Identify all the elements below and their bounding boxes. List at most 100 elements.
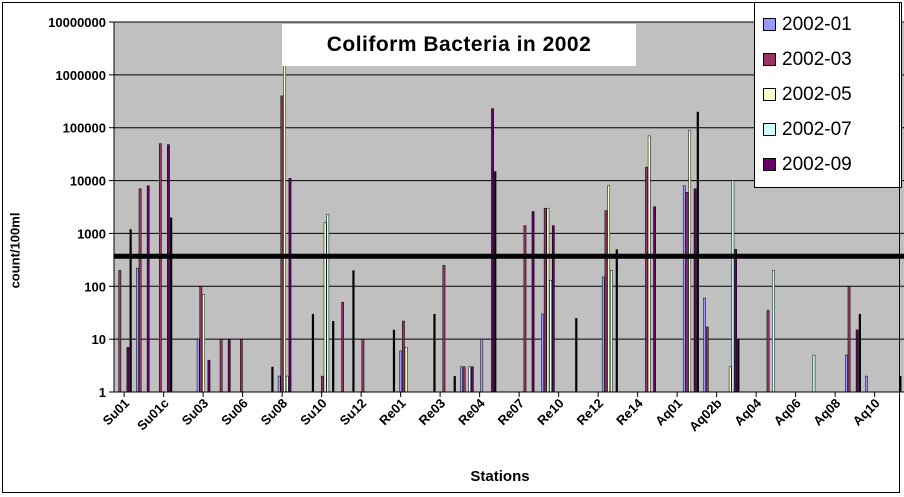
x-tick-label: Aq01: [652, 396, 685, 429]
legend-swatch: [763, 158, 776, 171]
bar-unnamed-Re03: [453, 376, 456, 392]
bar-2002-07-Re12: [610, 270, 613, 393]
x-tick-label: Re03: [416, 396, 449, 429]
y-tick-label: 100: [84, 279, 106, 294]
bar-2002-03-Aq01: [685, 192, 689, 393]
x-tick-label: Re04: [455, 395, 488, 428]
bar-2002-07-Aq02b: [731, 180, 735, 393]
bar-2002-09-Re14: [653, 206, 656, 393]
legend-item: 2002-07: [755, 112, 901, 147]
x-axis-label: Stations: [470, 468, 530, 485]
bar-2002-09-Su01c: [167, 144, 170, 393]
bar-unnamed-Aq10: [899, 376, 902, 392]
bar-2002-09-Aq02b: [734, 249, 737, 393]
bar-2002-05-Re09: [546, 207, 550, 393]
bar-unnamed-Su07: [271, 366, 274, 392]
bar-2002-09-Su01: [126, 347, 130, 393]
bar-2002-03-Su04: [219, 338, 223, 393]
x-tick-label: Su12: [337, 396, 370, 429]
bar-unnamed-Aq01: [696, 111, 699, 392]
bar-unnamed-Su10: [332, 321, 335, 392]
bar-unnamed-Re10: [575, 318, 578, 392]
bar-2002-01-Aq01: [682, 185, 686, 393]
bar-2002-05-Su08: [283, 49, 286, 393]
x-tick-label: Su03: [179, 396, 212, 429]
bar-2002-05-Su10: [323, 222, 327, 393]
legend-label: 2002-09: [782, 153, 852, 175]
y-axis-label: count/100ml: [0, 200, 30, 300]
x-tick-label: Re07: [495, 396, 528, 429]
bar-2002-09-Su04: [227, 338, 231, 393]
bar-2002-09-Su01b: [146, 185, 150, 393]
x-tick-label: Aq10: [850, 396, 883, 429]
bar-2002-03-Aq08: [847, 286, 851, 393]
legend-item: 2002-01: [755, 7, 901, 42]
x-tick-label: Aq06: [771, 396, 804, 429]
bar-2002-03-Aq04: [766, 310, 770, 393]
x-tick-label: Aq08: [810, 396, 843, 429]
bar-2002-03-Aq02: [705, 326, 709, 393]
x-tick-label: Su06: [218, 396, 251, 429]
bar-2002-03-Re03: [442, 265, 446, 393]
bar-2002-01-Aq08: [845, 354, 848, 393]
bar-2002-01-Su03: [196, 338, 200, 393]
bar-2002-07-Aq06: [812, 354, 816, 393]
bar-2002-03-Su11: [341, 301, 344, 393]
bar-2002-09-Re09: [551, 225, 555, 393]
y-tick-label: 1: [99, 385, 106, 400]
y-axis-label-text: count/100ml: [7, 212, 23, 288]
y-tick-label: 1000: [77, 226, 106, 241]
bar-2002-01-Su08: [277, 375, 281, 393]
bar-2002-05-Aq01: [688, 129, 692, 393]
bar-2002-03-Re03b: [462, 366, 466, 393]
x-tick-label: Re14: [613, 395, 646, 428]
legend-label: 2002-01: [782, 13, 852, 35]
bar-2002-05-Su03: [202, 294, 205, 393]
y-tick-label: 10000: [70, 174, 106, 189]
legend-item: 2002-09: [755, 147, 901, 182]
x-tick-label: Re01: [376, 396, 409, 429]
bar-2002-09-Aq01: [693, 188, 697, 393]
bar-unnamed-Su01c: [170, 217, 173, 392]
bar-2002-07-Re03b: [468, 366, 471, 393]
legend-swatch: [763, 123, 776, 136]
bar-2002-09-Re03b: [470, 366, 474, 393]
bar-2002-01-Aq02: [703, 297, 706, 393]
bar-2002-03-Su12: [361, 338, 365, 393]
bar-2002-01-Re09: [541, 313, 544, 393]
bar-2002-03-Re14: [645, 166, 648, 393]
bar-2002-03-Su01: [118, 270, 122, 393]
bar-unnamed-Su13: [392, 329, 396, 392]
bar-2002-07-Re09: [549, 280, 552, 393]
legend-item: 2002-05: [755, 77, 901, 112]
bar-unnamed-Su01: [129, 229, 132, 392]
bar-2002-01-Re03b: [460, 366, 463, 393]
bar-2002-03-Su08: [280, 95, 284, 393]
chart-legend: 2002-01 2002-03 2002-05 2002-07 2002-09: [754, 2, 902, 188]
bar-2002-05-Re12: [607, 185, 611, 393]
y-tick-label: 10000000: [48, 15, 106, 30]
bar-2002-03-Su01b: [138, 188, 142, 393]
bar-2002-03-Su01c: [158, 143, 162, 393]
bar-2002-03-Re01: [402, 320, 405, 393]
bar-2002-05-Re01: [404, 347, 408, 393]
bar-2002-03-Re09: [543, 207, 547, 393]
x-tick-label: Re12: [574, 396, 607, 429]
x-tick-label: Su10: [297, 396, 330, 429]
legend-item: 2002-03: [755, 42, 901, 77]
bar-2002-07-Su08: [285, 375, 289, 393]
bar-2002-07-Su10: [326, 214, 330, 393]
y-tick-label: 10: [92, 332, 106, 347]
bar-unnamed-Su09: [311, 313, 315, 392]
bar-2002-09-Re07: [531, 211, 535, 393]
bar-2002-09-Su03: [207, 359, 211, 393]
y-tick-label: 1000000: [55, 68, 106, 83]
bar-2002-09-Re04: [491, 108, 494, 393]
legend-label: 2002-05: [782, 83, 852, 105]
bar-2002-09-Aq08: [855, 329, 859, 393]
x-tick-label: Aq02b: [686, 395, 725, 434]
bar-2002-03-Re12: [604, 210, 608, 393]
bar-2002-03-Su03: [199, 286, 203, 393]
legend-swatch: [763, 53, 776, 66]
